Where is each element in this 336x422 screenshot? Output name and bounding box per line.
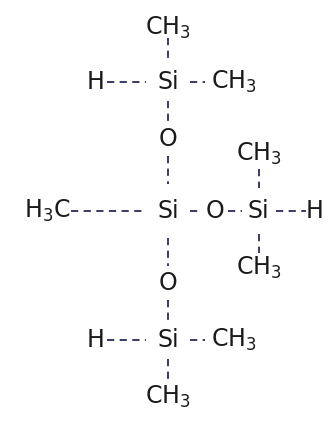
Text: O: O <box>159 127 177 151</box>
Text: CH$_3$: CH$_3$ <box>236 255 282 281</box>
Text: H: H <box>305 199 323 223</box>
Text: Si: Si <box>157 70 179 94</box>
Text: CH$_3$: CH$_3$ <box>211 69 256 95</box>
Text: CH$_3$: CH$_3$ <box>145 14 191 41</box>
Text: H: H <box>87 70 105 94</box>
Text: CH$_3$: CH$_3$ <box>211 327 256 353</box>
Text: Si: Si <box>157 328 179 352</box>
Text: Si: Si <box>248 199 269 223</box>
Text: O: O <box>159 271 177 295</box>
Text: CH$_3$: CH$_3$ <box>236 141 282 167</box>
Text: Si: Si <box>157 199 179 223</box>
Text: H: H <box>87 328 105 352</box>
Text: H$_3$C: H$_3$C <box>24 198 70 224</box>
Text: CH$_3$: CH$_3$ <box>145 384 191 410</box>
Text: O: O <box>206 199 224 223</box>
